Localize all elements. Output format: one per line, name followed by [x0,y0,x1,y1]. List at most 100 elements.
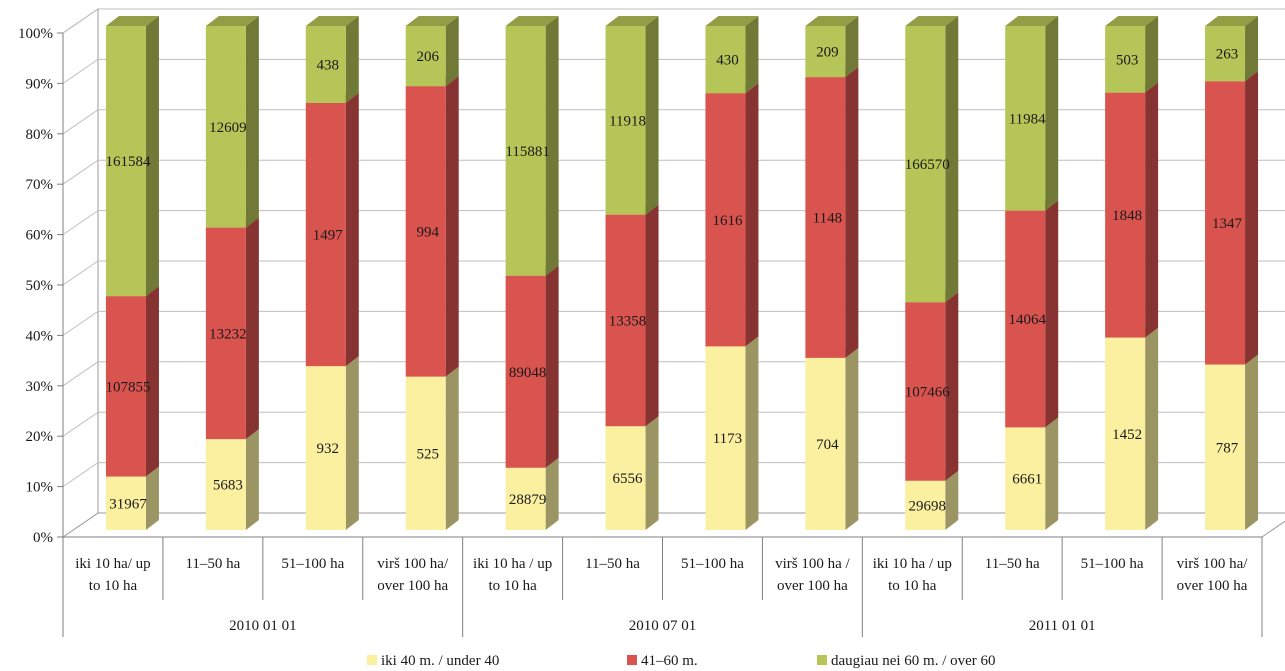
data-label: 13232 [209,326,247,342]
x-category-label: iki 10 ha/ up [75,556,150,572]
bar [1205,364,1246,530]
y-tick-label: 60% [26,228,54,244]
y-tick-label: 100% [18,26,53,42]
x-category-label: to 10 ha [888,578,937,594]
gridline [62,310,1285,336]
bar [1105,92,1146,338]
x-category-label: 51–100 ha [1081,556,1144,572]
bar-side [245,217,259,440]
bar-side [545,265,559,468]
bar-side [845,16,859,78]
bar-side [845,347,859,530]
bar [1105,26,1146,93]
data-label: 206 [416,49,439,65]
data-label: 28879 [509,492,547,508]
data-label: 932 [317,441,340,457]
bar-top [1205,16,1259,26]
data-label: 6661 [1012,472,1042,488]
bar-side [645,16,659,215]
bar [305,26,346,103]
bar [1205,81,1246,365]
bar-side [1045,16,1059,211]
data-label: 31967 [109,496,147,512]
bar-side [745,336,759,530]
legend-label: iki 40 m. / under 40 [381,653,499,669]
bar-side [345,356,359,530]
gridline [62,58,1285,84]
bar-side [545,457,559,530]
y-tick-label: 0% [33,530,53,546]
gridline [62,8,1285,34]
bar-side [645,416,659,530]
bar [805,26,846,78]
data-label: 438 [317,57,340,73]
y-tick-label: 90% [26,76,54,92]
data-label: 1347 [1212,216,1243,232]
x-category-label: to 10 ha [89,578,138,594]
data-label: 89048 [509,365,547,381]
bar [1005,210,1046,428]
gridline [62,109,1285,135]
data-label: 107466 [905,385,951,401]
y-tick-label: 30% [26,379,54,395]
bar-top [405,16,459,26]
bar [805,357,846,530]
bar [1105,337,1146,530]
bar-top [1005,16,1059,26]
bar [705,93,746,347]
bar [605,214,646,427]
y-tick-label: 20% [26,429,54,445]
bar [205,227,246,440]
data-label: 525 [416,446,439,462]
bar-top [605,16,659,26]
y-tick-label: 80% [26,127,54,143]
bar [105,296,146,477]
bar [905,302,946,481]
bar-side [1145,82,1159,338]
bar-side [1245,71,1259,365]
data-label: 704 [816,437,839,453]
bar [605,26,646,215]
x-category-label: virš 100 ha/ [377,556,449,572]
x-category-label: over 100 ha [777,578,848,594]
bar [1205,26,1246,82]
bar-side [345,92,359,367]
x-category-label: to 10 ha [488,578,537,594]
bar-top [105,16,159,26]
data-label: 1173 [713,431,742,447]
bar [505,467,546,530]
data-label: 209 [816,45,839,61]
legend-label: 41–60 m. [641,653,698,669]
bar [405,86,446,377]
bar [705,346,746,530]
y-tick-label: 50% [26,278,54,294]
bar-side [445,366,459,530]
bar [205,439,246,530]
bar-side [845,67,859,358]
bar [405,376,446,530]
bar [705,26,746,94]
bar-side [945,470,959,530]
gridline [62,260,1285,286]
data-label: 430 [716,53,739,69]
y-tick-label: 40% [26,328,54,344]
bar-side [145,286,159,477]
x-category-label: 11–50 ha [985,556,1040,572]
x-category-label: iki 10 ha / up [473,556,552,572]
x-group-label: 2010 07 01 [629,618,697,634]
data-label: 994 [416,224,439,240]
x-category-label: over 100 ha [1177,578,1248,594]
gridline [62,462,1285,488]
data-label: 1452 [1112,427,1142,443]
data-label: 13358 [609,313,647,329]
bar-side [145,16,159,297]
data-label: 166570 [905,157,950,173]
bar [105,26,146,297]
data-label: 12609 [209,120,247,136]
legend-swatch [817,655,827,665]
data-label: 503 [1116,52,1139,68]
gridline [62,210,1285,236]
data-label: 1616 [712,213,743,229]
